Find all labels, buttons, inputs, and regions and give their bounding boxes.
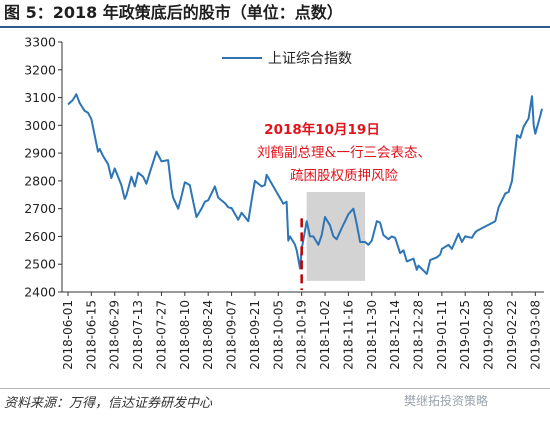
y-tick-label: 2800 [24,173,56,188]
x-tick-label: 2018-11-02 [318,300,332,370]
y-tick-label: 2900 [24,146,56,161]
figure-title: 图 5：2018 年政策底后的股市（单位：点数） [4,3,343,22]
x-tick-label: 2018-11-30 [365,300,379,370]
y-tick-label: 2500 [24,257,56,272]
x-tick-label: 2019-03-08 [528,300,542,370]
x-tick-label: 2018-08-24 [201,300,215,370]
x-tick-label: 2019-02-22 [505,300,519,370]
x-tick-label: 2018-10-19 [295,300,309,370]
x-axis-ticks: 2018-06-01 2018-06-15 2018-06-29 2018-07-13… [61,292,542,370]
annotation-line-1: 刘鹤副总理&一行三会表态、 [257,145,431,161]
y-tick-label: 2600 [24,229,56,244]
source-note: 资料来源：万得，信达证券研发中心 [4,396,213,411]
x-tick-label: 2018-09-21 [248,300,262,370]
x-tick-label: 2018-11-16 [341,300,355,370]
annotation-date: 2018年10月19日 [264,121,380,138]
x-tick-label: 2018-07-13 [131,300,145,370]
annotation: 2018年10月19日 刘鹤副总理&一行三会表态、 疏困股权质押风险 [257,121,431,184]
source-divider [0,388,550,389]
x-tick-label: 2018-12-28 [411,300,425,370]
watermark: 樊继拓投资策略 [404,394,489,408]
y-tick-label: 2400 [24,285,56,300]
y-tick-label: 3000 [24,118,56,133]
annotation-line-2: 疏困股权质押风险 [290,167,398,184]
y-tick-label: 3100 [24,90,56,105]
x-tick-label: 2019-01-11 [435,300,449,370]
x-tick-label: 2018-07-27 [154,300,168,370]
y-tick-label: 3200 [24,62,56,77]
x-tick-label: 2018-06-29 [108,300,122,370]
x-tick-label: 2019-02-08 [482,300,496,370]
x-tick-label: 2018-06-15 [84,300,98,370]
y-tick-label: 3300 [24,35,56,50]
event-shade-box [306,192,366,281]
legend: 上证综合指数 [222,51,352,67]
y-axis-ticks: 2400 2500 2600 2700 2800 2900 3000 3100 3200 3300 [24,35,62,300]
x-tick-label: 2018-10-05 [271,300,285,370]
x-tick-label: 2018-09-07 [225,300,239,370]
title-divider [0,26,550,28]
x-tick-label: 2018-06-01 [61,300,75,370]
x-tick-label: 2018-08-10 [178,300,192,370]
x-tick-label: 2019-01-25 [458,300,472,370]
line-chart: 2400 2500 2600 2700 2800 2900 3000 3100 3200 3300… [24,35,544,370]
x-tick-label: 2018-12-14 [388,300,402,370]
legend-label: 上证综合指数 [268,51,352,67]
y-tick-label: 2700 [24,201,56,216]
